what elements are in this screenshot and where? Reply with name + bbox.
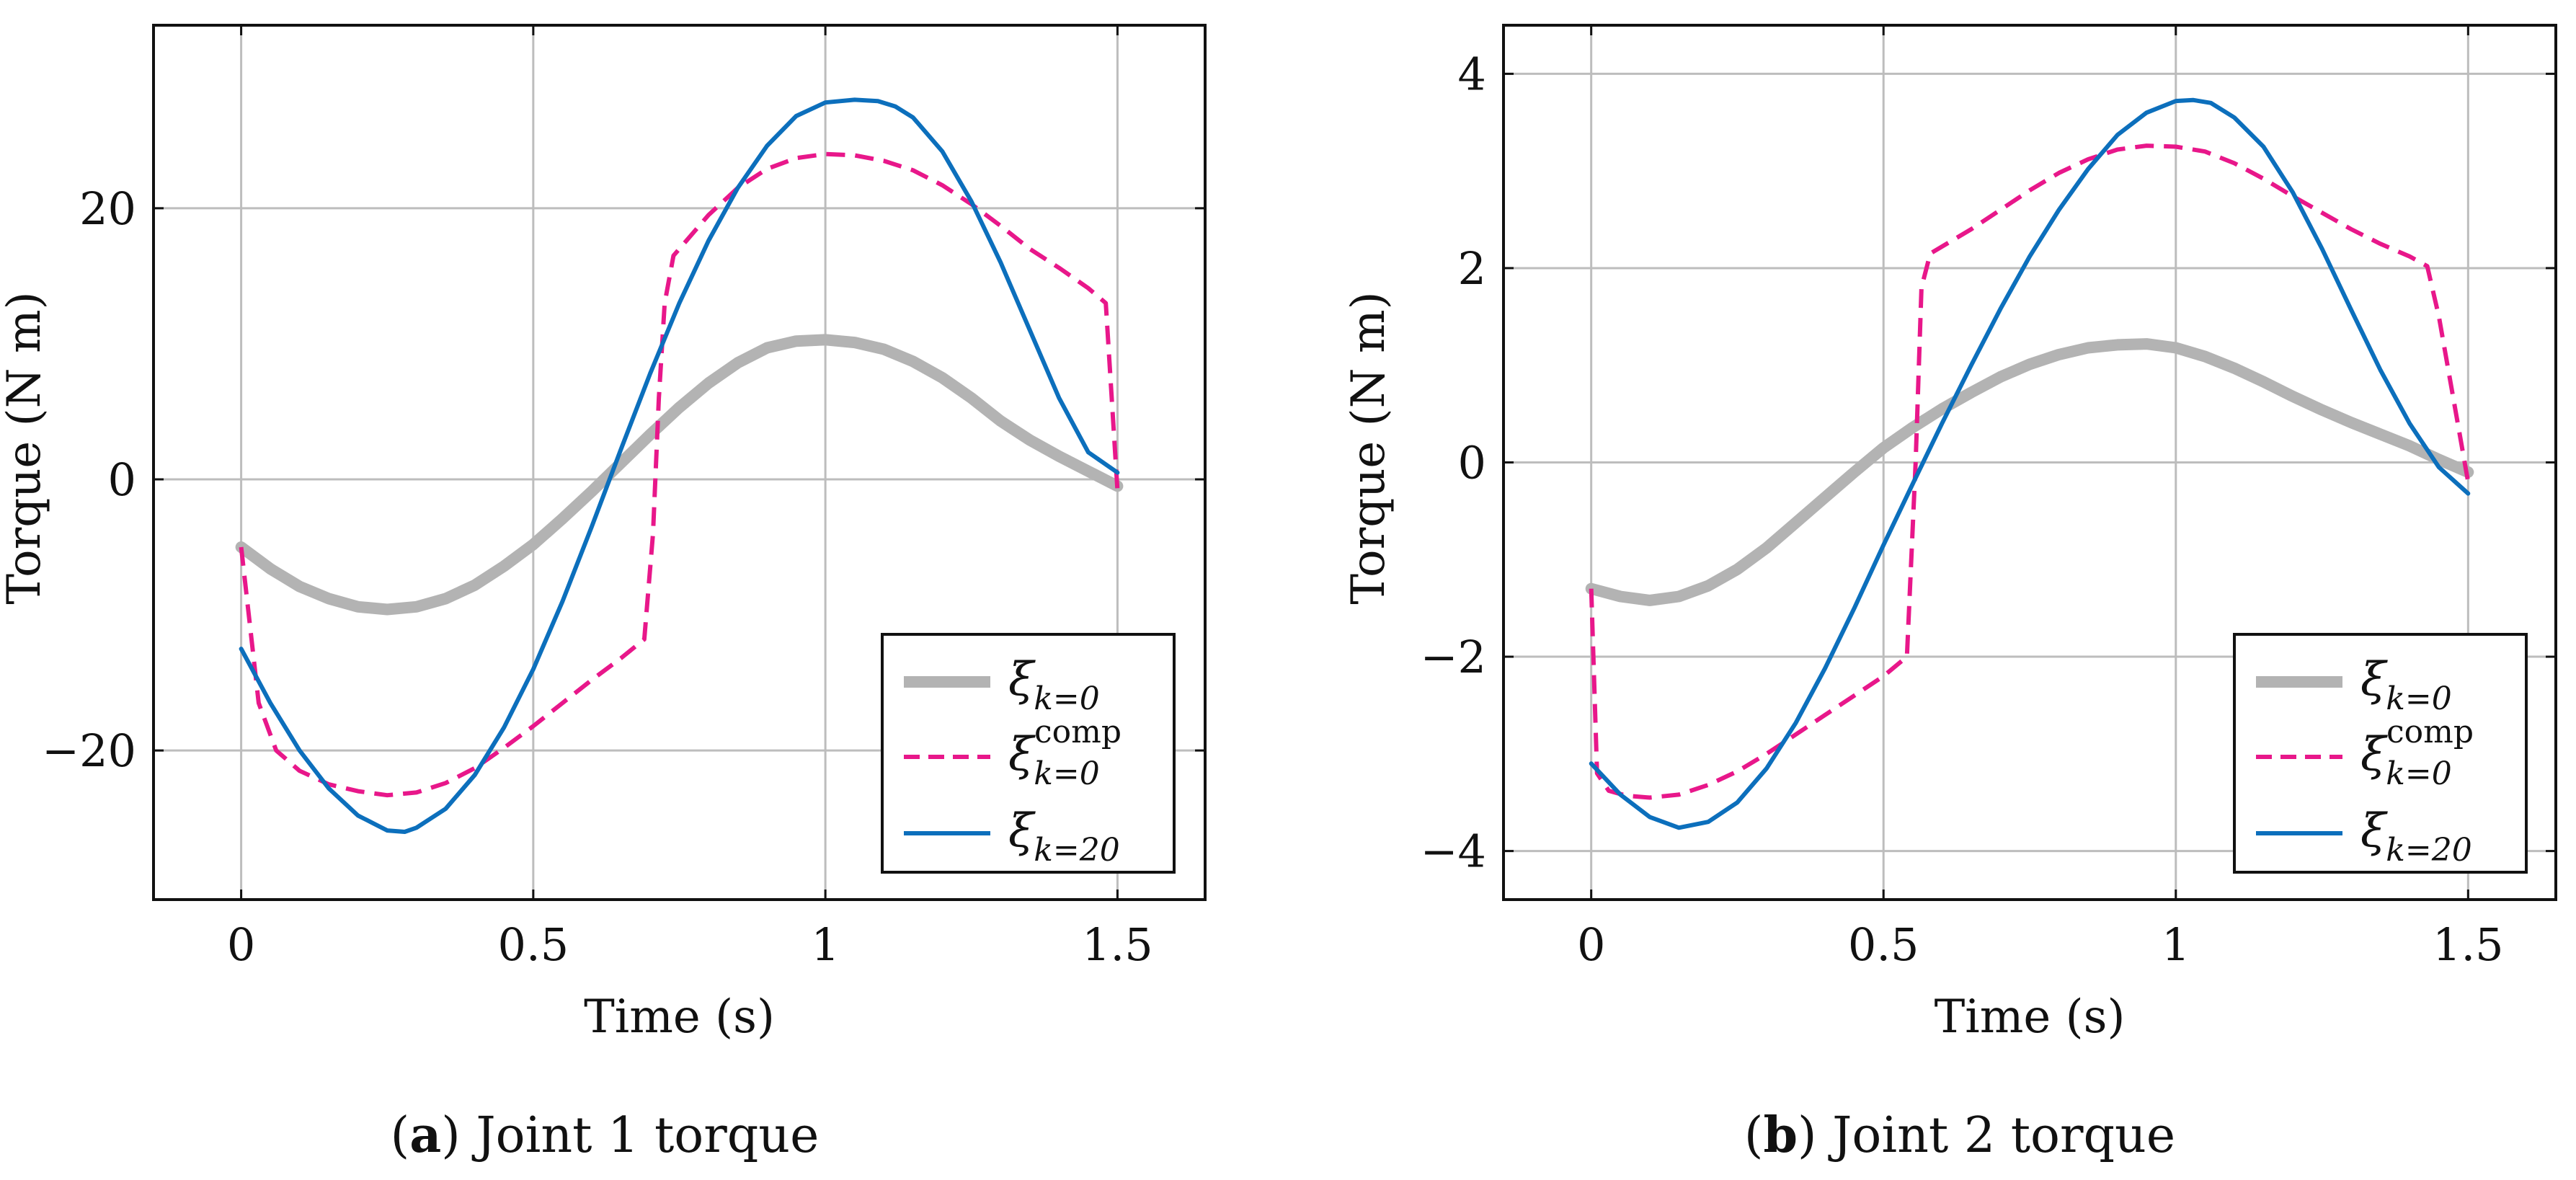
series-line-2 — [239, 97, 1120, 834]
y-tick-label: 0 — [1458, 437, 1486, 489]
series-line-2 — [1589, 97, 2471, 830]
y-tick-label: −2 — [1421, 631, 1486, 683]
legend-label-1: ξk=0comp — [2360, 714, 2474, 792]
caption-paren-open: ( — [1744, 1107, 1764, 1164]
legend: ξk=0ξk=0comp ξk=20 — [881, 633, 1176, 874]
chart-panel-joint-1: 0 0.5 1 1.5 −20 0 20 ξk=0ξk=0comp ξk=20 Time (s) T… — [0, 24, 1207, 1164]
y-axis-label: Torque (N m) — [0, 291, 51, 604]
caption-paren-open: ( — [391, 1107, 410, 1164]
caption-paren-close: ) — [1798, 1107, 1832, 1164]
y-tick-label: 2 — [1458, 242, 1486, 295]
ticks: 0 0.5 1 1.5 −4 −2 0 2 4 — [1421, 25, 2556, 971]
y-tick-label: 4 — [1458, 48, 1486, 100]
axes-frame — [152, 24, 1207, 901]
caption-text: Joint 1 torque — [471, 1107, 819, 1164]
panel-caption: (a) Joint 1 torque — [391, 1106, 820, 1164]
series-lines — [1585, 97, 2474, 830]
y-tick-label: 20 — [79, 182, 136, 235]
legend-label-2: ξk=20 — [1008, 804, 1120, 869]
y-tick-label: −20 — [42, 724, 136, 777]
grid — [154, 25, 1205, 900]
series-line-0 — [235, 334, 1124, 616]
chart-panel-joint-2: 0 0.5 1 1.5 −4 −2 0 2 4 ξk=0ξk=0comp ξk=20 Time (s)… — [1342, 24, 2557, 1164]
x-axis-label: Time (s) — [1935, 990, 2126, 1044]
series-line-1 — [1589, 143, 2471, 800]
x-axis-label: Time (s) — [584, 990, 775, 1044]
caption-text: Joint 2 torque — [1828, 1107, 2175, 1164]
legend-label-2: ξk=20 — [2360, 804, 2472, 869]
x-tick-label: 1 — [811, 918, 839, 971]
axes-frame — [1502, 24, 2557, 901]
legend-label-1: ξk=0comp — [1008, 714, 1122, 792]
y-tick-label: −4 — [1421, 825, 1486, 878]
x-tick-label: 1 — [2162, 918, 2190, 971]
legend-label-0: ξk=0 — [1008, 653, 1100, 717]
caption-panel-label: b — [1763, 1106, 1798, 1164]
x-tick-label: 0 — [227, 918, 255, 971]
series-lines — [235, 97, 1124, 834]
y-axis-label: Torque (N m) — [1342, 291, 1395, 604]
x-tick-label: 0 — [1577, 918, 1605, 971]
ticks: 0 0.5 1 1.5 −20 0 20 — [42, 25, 1205, 971]
x-tick-label: 1.5 — [1082, 918, 1153, 971]
x-tick-label: 0.5 — [1848, 918, 1919, 971]
caption-paren-close: ) — [441, 1107, 476, 1164]
y-tick-label: 0 — [108, 453, 136, 506]
x-tick-label: 0.5 — [498, 918, 569, 971]
x-tick-label: 1.5 — [2433, 918, 2504, 971]
legend: ξk=0ξk=0comp ξk=20 — [2233, 633, 2528, 874]
series-line-0 — [1585, 338, 2474, 606]
panel-caption: (b) Joint 2 torque — [1744, 1106, 2175, 1164]
legend-label-0: ξk=0 — [2360, 653, 2452, 717]
caption-panel-label: a — [409, 1106, 441, 1164]
